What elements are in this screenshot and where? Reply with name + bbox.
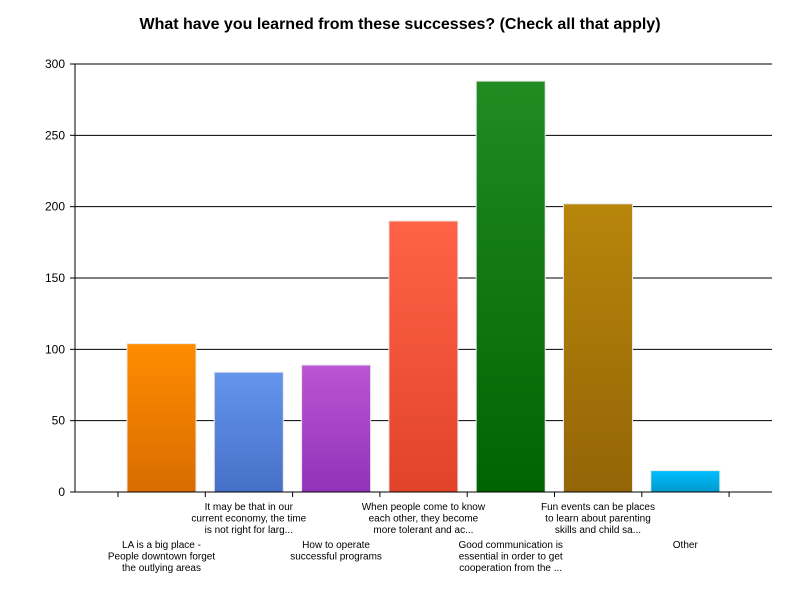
y-tick-label: 100 (45, 342, 65, 356)
y-tick-label: 150 (45, 271, 65, 285)
y-tick-label: 200 (45, 200, 65, 214)
category-label-line: Other (673, 540, 699, 551)
bar (213, 371, 284, 493)
category-label-line: It may be that in our (205, 502, 294, 513)
category-label-line: the outlying areas (122, 563, 201, 574)
category-label: Other (673, 540, 699, 551)
category-label: It may be that in our current economy, th… (191, 502, 306, 536)
category-label-line: is not right for larg... (205, 525, 293, 536)
bar (126, 343, 197, 493)
category-label: When people come to know each other, they… (362, 502, 486, 536)
bar (301, 364, 372, 493)
y-tick-label: 250 (45, 128, 65, 142)
axes (70, 63, 772, 497)
category-label-line: essential in order to get (459, 552, 563, 563)
y-tick-label: 50 (52, 414, 66, 428)
category-label-line: more tolerant and ac... (373, 525, 473, 536)
chart-title: What have you learned from these success… (139, 16, 661, 33)
bar (650, 470, 721, 493)
category-label: How to operate successful programs (290, 540, 382, 563)
category-label-line: When people come to know (362, 502, 486, 513)
category-label-line: How to operate (302, 540, 370, 551)
labels: 0 50 100 150 200 250 300 LA is a big place -Peo… (45, 57, 699, 574)
category-label-line: cooperation from the ... (459, 563, 562, 574)
category-label-line: Good communication is (458, 540, 563, 551)
category-label: LA is a big place -People downtown forge… (108, 540, 216, 574)
category-label: Fun events can be places to learn about p… (541, 502, 655, 536)
bar (388, 220, 459, 493)
category-label-line: to learn about parenting (545, 514, 651, 525)
bars (126, 80, 721, 493)
category-label-line: skills and child sa... (555, 525, 641, 536)
category-label-line: People downtown forget (108, 552, 216, 563)
category-label-line: each other, they become (369, 514, 479, 525)
y-tick-label: 0 (58, 485, 65, 499)
category-label-line: current economy, the time (191, 514, 306, 525)
category-label: Good communication is essential in order … (458, 540, 563, 574)
category-label-line: Fun events can be places (541, 502, 655, 513)
category-label-line: successful programs (290, 552, 382, 563)
bar (563, 203, 633, 493)
bar (475, 80, 546, 493)
category-label-line: LA is a big place - (122, 540, 201, 551)
y-tick-label: 300 (45, 57, 65, 71)
